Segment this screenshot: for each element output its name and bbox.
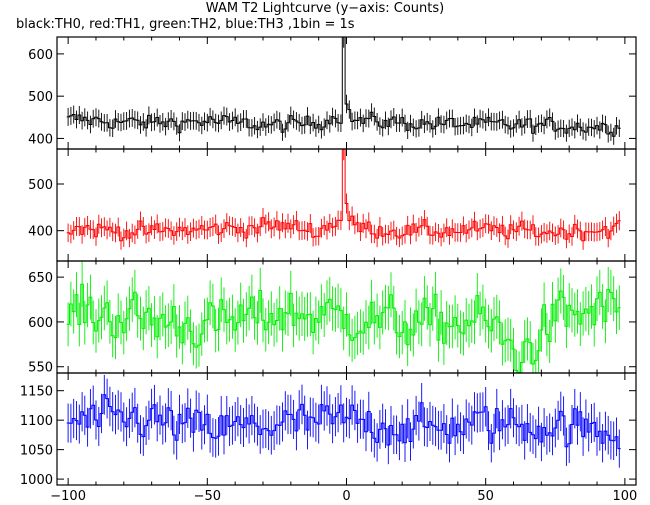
y-tick-label: 400	[28, 132, 53, 147]
step-line	[66, 149, 621, 242]
x-tick-label: −100	[50, 489, 86, 504]
chart-title: WAM T2 Lightcurve (y−axis: Counts)	[205, 1, 445, 16]
x-tick-label: 0	[342, 489, 350, 504]
x-tick-label: 50	[477, 489, 494, 504]
y-tick-label: 1150	[20, 385, 53, 400]
series-th3	[66, 374, 621, 468]
y-tick-label: 600	[28, 316, 53, 331]
step-line	[66, 37, 621, 137]
panel-th1: 400 500	[28, 148, 637, 262]
x-axis: −100 −50 0 50 100	[50, 489, 637, 504]
y-tick-label: 500	[28, 90, 53, 105]
series-th0	[66, 37, 621, 145]
y-tick-label: 1050	[20, 444, 53, 459]
panel-th2: 550 600 650	[28, 260, 637, 376]
series-th2	[66, 261, 621, 373]
y-tick-label: 400	[28, 225, 53, 240]
series-th1	[66, 149, 621, 250]
y-tick-label: 1000	[20, 473, 53, 488]
x-tick-label: 100	[612, 489, 637, 504]
panel-th0: 400 500 600	[28, 36, 637, 150]
panels-layer: 400 500 600 400 500 550 600 650 1000 1050 1100 1150	[20, 36, 637, 488]
y-tick-label: 1100	[20, 414, 53, 429]
y-tick-label: 650	[28, 271, 53, 286]
panel-th3: 1000 1050 1100 1150	[20, 372, 637, 488]
x-tick-label: −50	[194, 489, 221, 504]
y-tick-label: 500	[28, 178, 53, 193]
y-tick-label: 550	[28, 361, 53, 376]
panel-frame	[56, 36, 637, 150]
chart-subtitle: black:TH0, red:TH1, green:TH2, blue:TH3 …	[16, 17, 355, 32]
step-line	[66, 394, 621, 450]
y-tick-label: 600	[28, 48, 53, 63]
